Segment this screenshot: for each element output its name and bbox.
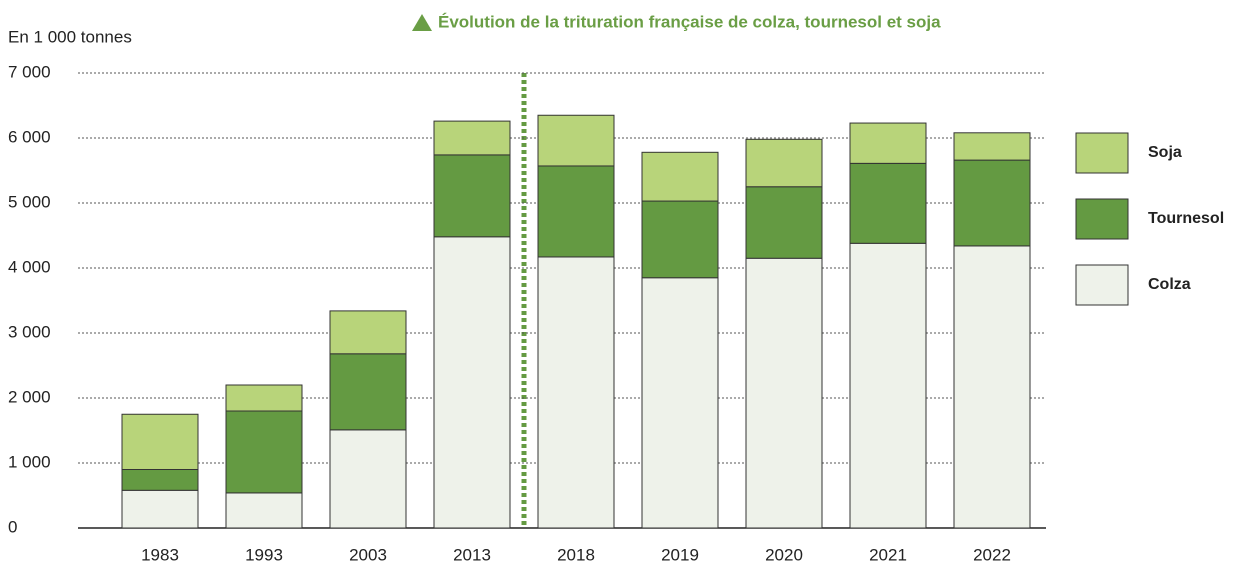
bar-segment: [849, 242, 927, 529]
bar-segment: [745, 186, 823, 259]
y-tick-label: 7 000: [8, 62, 51, 81]
y-axis-label: En 1 000 tonnes: [8, 27, 132, 46]
legend-swatch: [1075, 264, 1129, 306]
legend-label: Soja: [1148, 144, 1182, 161]
legend-label: Tournesol: [1148, 210, 1224, 227]
bar-segment: [641, 151, 719, 202]
legend-swatch: [1075, 132, 1129, 174]
legend-swatch: [1075, 198, 1129, 240]
x-tick-label: 2018: [557, 545, 595, 564]
bar-segment: [537, 256, 615, 529]
chart-title: Évolution de la trituration française de…: [438, 12, 941, 31]
bar-segment: [121, 469, 199, 491]
y-tick-label: 6 000: [8, 127, 51, 146]
bar-segment: [433, 120, 511, 156]
bar-segment: [953, 159, 1031, 247]
bar-segment: [641, 277, 719, 529]
x-tick-label: 2021: [869, 545, 907, 564]
x-tick-label: 2020: [765, 545, 803, 564]
bar-segment: [433, 154, 511, 238]
x-tick-label: 1983: [141, 545, 179, 564]
x-tick-label: 2003: [349, 545, 387, 564]
x-tick-label: 1993: [245, 545, 283, 564]
bar-segment: [121, 413, 199, 470]
title-icon: [412, 14, 432, 31]
bar-segment: [849, 162, 927, 244]
x-tick-label: 2019: [661, 545, 699, 564]
bar-segment: [849, 122, 927, 164]
bar-segment: [433, 236, 511, 529]
bar-segment: [329, 353, 407, 431]
x-tick-label: 2013: [453, 545, 491, 564]
bar-segment: [745, 257, 823, 529]
y-tick-label: 2 000: [8, 387, 51, 406]
bar-segment: [641, 200, 719, 279]
bar-segment: [121, 489, 199, 529]
y-tick-label: 1 000: [8, 452, 51, 471]
bar-segment: [225, 410, 303, 494]
bar-segment: [225, 384, 303, 412]
bar-segment: [329, 429, 407, 529]
bar-segment: [953, 245, 1031, 529]
bar-segment: [225, 492, 303, 529]
x-tick-label: 2022: [973, 545, 1011, 564]
y-tick-label: 3 000: [8, 322, 51, 341]
y-tick-label: 5 000: [8, 192, 51, 211]
legend-label: Colza: [1148, 276, 1191, 293]
y-tick-label: 4 000: [8, 257, 51, 276]
bar-segment: [329, 310, 407, 355]
bar-segment: [537, 165, 615, 258]
y-tick-label: 0: [8, 517, 17, 536]
bar-segment: [745, 138, 823, 188]
bar-segment: [537, 114, 615, 167]
bar-segment: [953, 132, 1031, 161]
